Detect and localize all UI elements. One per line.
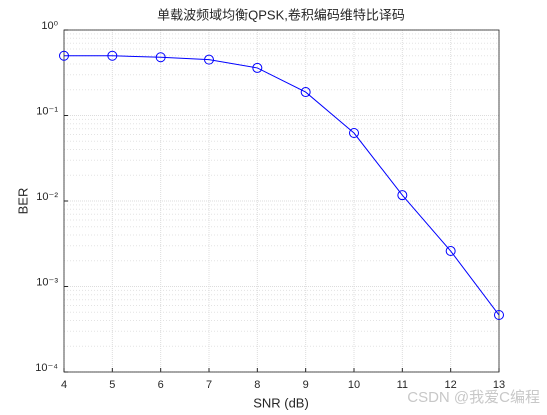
data-marker [494,310,504,321]
x-tick-label: 7 [206,379,212,391]
data-marker [204,54,214,65]
x-tick-label: 4 [61,379,67,391]
data-marker [349,128,359,139]
data-marker [300,87,311,98]
x-tick-label: 13 [493,379,505,391]
y-tick-label: 10⁻⁴ [35,362,58,374]
axes-box [63,29,500,373]
y-tick-label: 10⁻³ [36,276,58,288]
watermark: CSDN @我爱C编程 [407,389,540,406]
data-marker [107,50,118,61]
y-tick-label: 10⁻² [36,191,58,203]
x-axis-label: SNR (dB) [253,395,309,410]
x-tick-label: 9 [303,379,309,391]
x-tick-label: 10 [348,379,360,391]
x-tick-label: 12 [445,379,457,391]
data-marker [397,190,408,201]
y-axis-label: BER [15,188,30,215]
x-tick-label: 11 [397,379,408,391]
x-tick-label: 5 [109,379,115,391]
x-tick-label: 8 [254,379,260,391]
x-tick-label: 6 [158,379,164,391]
data-marker [155,52,166,63]
y-tick-label: 10⁻¹ [36,105,58,117]
data-marker [59,50,69,61]
y-tick-label: 10⁰ [41,20,58,32]
chart-title: 单载波频域均衡QPSK,卷积编码维特比译码 [157,7,405,22]
data-marker [252,62,263,73]
data-marker [445,246,456,257]
data-line [64,55,500,316]
